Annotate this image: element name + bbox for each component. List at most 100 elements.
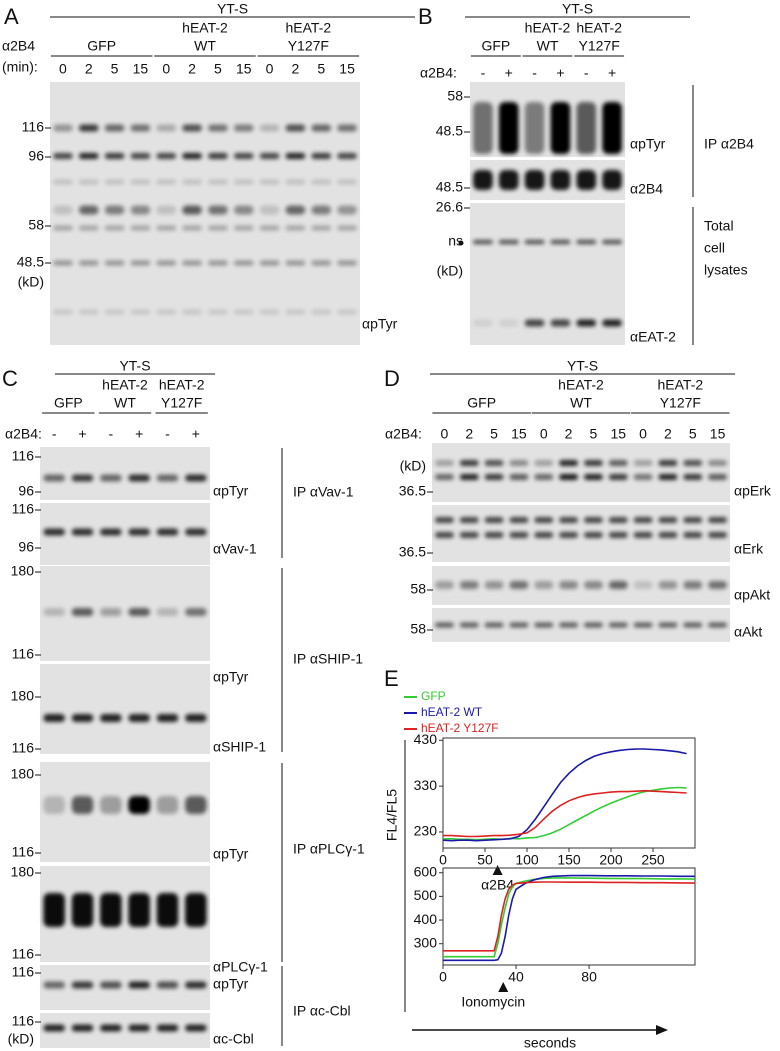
band — [583, 517, 603, 523]
band — [104, 260, 125, 266]
band — [128, 796, 150, 814]
band — [156, 796, 179, 814]
band — [259, 124, 280, 132]
y-tick-label: 600 — [414, 863, 438, 879]
lane-label: - — [108, 426, 113, 442]
band — [259, 179, 280, 185]
lane-label: 5 — [490, 426, 498, 442]
band — [100, 981, 122, 989]
band — [185, 474, 207, 482]
band — [683, 517, 703, 523]
band — [683, 581, 703, 589]
lane-label: 2 — [565, 426, 573, 442]
band — [53, 309, 73, 315]
bracket-label: IP αSHIP-1 — [293, 651, 363, 667]
group-label: WT — [114, 395, 136, 411]
lane-label: 5 — [317, 61, 325, 77]
band — [311, 124, 332, 132]
bracket-label: Total — [704, 218, 734, 234]
band — [602, 102, 622, 154]
band — [104, 309, 125, 315]
annotation: Ionomycin — [461, 994, 525, 1010]
plot-frame — [442, 737, 696, 849]
band — [233, 225, 254, 231]
blot — [40, 566, 210, 661]
group-label: hEAT-2 — [576, 20, 622, 36]
band — [100, 474, 122, 482]
band — [156, 124, 177, 132]
band — [100, 528, 122, 536]
mw-label: 48.5 — [436, 123, 463, 139]
band — [484, 460, 504, 466]
band — [311, 179, 332, 185]
band — [559, 532, 579, 538]
mw-label: 180 — [11, 766, 35, 782]
band — [337, 124, 357, 132]
band — [498, 319, 519, 327]
x-tick-label: 250 — [641, 852, 665, 868]
lane-label: - — [165, 426, 170, 442]
band — [259, 260, 280, 266]
band — [104, 225, 125, 231]
y-tick-label: 330 — [414, 777, 438, 793]
cell-line: YT-S — [567, 358, 598, 374]
band — [104, 179, 125, 185]
band — [100, 796, 122, 814]
legend-label: hEAT-2 Y127F — [421, 721, 499, 735]
lane-label: 2 — [465, 426, 473, 442]
band — [608, 517, 628, 523]
band — [484, 474, 504, 480]
group-label: WT — [570, 395, 592, 411]
band — [534, 581, 554, 589]
band — [550, 319, 571, 327]
lane-label: 15 — [511, 426, 527, 442]
band — [534, 517, 554, 523]
antibody: αVav-1 — [213, 541, 257, 557]
group-label: GFP — [87, 38, 116, 54]
band — [208, 225, 228, 231]
band — [156, 179, 177, 185]
x-tick-label: 80 — [581, 969, 597, 985]
band — [658, 622, 678, 628]
band — [576, 319, 597, 327]
band — [259, 309, 280, 315]
band — [78, 309, 99, 315]
band — [71, 893, 94, 927]
band — [633, 474, 653, 480]
band — [208, 205, 228, 215]
mw-label: (kD) — [8, 1031, 34, 1047]
band — [524, 319, 545, 327]
mw-label: 180 — [11, 864, 35, 880]
band — [43, 714, 65, 722]
y-tick-label: 500 — [414, 887, 438, 903]
band — [233, 205, 254, 215]
band — [708, 460, 728, 466]
lane-label: 0 — [540, 426, 548, 442]
band — [708, 622, 728, 628]
band — [434, 622, 454, 628]
mw-label: (kD) — [437, 263, 463, 279]
band — [559, 622, 579, 628]
blot — [470, 160, 625, 200]
lane-label: + — [556, 65, 564, 81]
antibody: αpTyr — [213, 976, 249, 992]
mw-label: 96 — [18, 483, 34, 499]
stimulus: α2B4: — [420, 65, 457, 81]
band — [484, 581, 504, 589]
x-tick-label: 0 — [439, 969, 447, 985]
mw-label: 116 — [22, 119, 45, 135]
band — [524, 240, 545, 244]
band — [683, 532, 703, 538]
band — [156, 714, 179, 722]
y-tick-label: 400 — [414, 911, 438, 927]
band — [337, 179, 357, 185]
band — [550, 102, 571, 154]
band — [583, 460, 603, 466]
lane-label: 0 — [162, 61, 170, 77]
cell-line: YT-S — [217, 1, 248, 17]
band — [78, 153, 99, 159]
band — [509, 622, 529, 628]
band — [683, 622, 703, 628]
lane-label: 15 — [610, 426, 626, 442]
